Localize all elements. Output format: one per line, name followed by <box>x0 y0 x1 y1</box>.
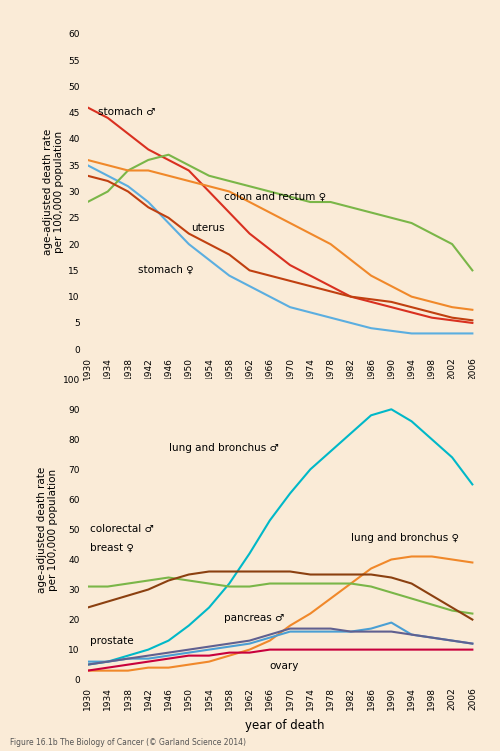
Text: stomach ♂: stomach ♂ <box>98 107 155 117</box>
Text: breast ♀: breast ♀ <box>90 542 134 553</box>
Y-axis label: age-adjusted death rate
per 100,000 population: age-adjusted death rate per 100,000 popu… <box>37 466 58 593</box>
Text: Figure 16.1b The Biology of Cancer (© Garland Science 2014): Figure 16.1b The Biology of Cancer (© Ga… <box>10 738 246 747</box>
Text: ovary: ovary <box>270 661 299 671</box>
Text: colorectal ♂: colorectal ♂ <box>90 524 154 535</box>
Text: lung and bronchus ♀: lung and bronchus ♀ <box>351 533 459 544</box>
Text: lung and bronchus ♂: lung and bronchus ♂ <box>168 443 278 454</box>
Text: colon and rectum ♀: colon and rectum ♀ <box>224 192 326 201</box>
Text: uterus: uterus <box>192 223 225 233</box>
Text: pancreas ♂: pancreas ♂ <box>224 613 284 623</box>
X-axis label: year of death: year of death <box>245 388 325 401</box>
Text: prostate: prostate <box>90 635 134 646</box>
Y-axis label: age-adjusted death rate
per 100,000 population: age-adjusted death rate per 100,000 popu… <box>42 128 64 255</box>
X-axis label: year of death: year of death <box>245 719 325 731</box>
Text: stomach ♀: stomach ♀ <box>138 265 194 275</box>
